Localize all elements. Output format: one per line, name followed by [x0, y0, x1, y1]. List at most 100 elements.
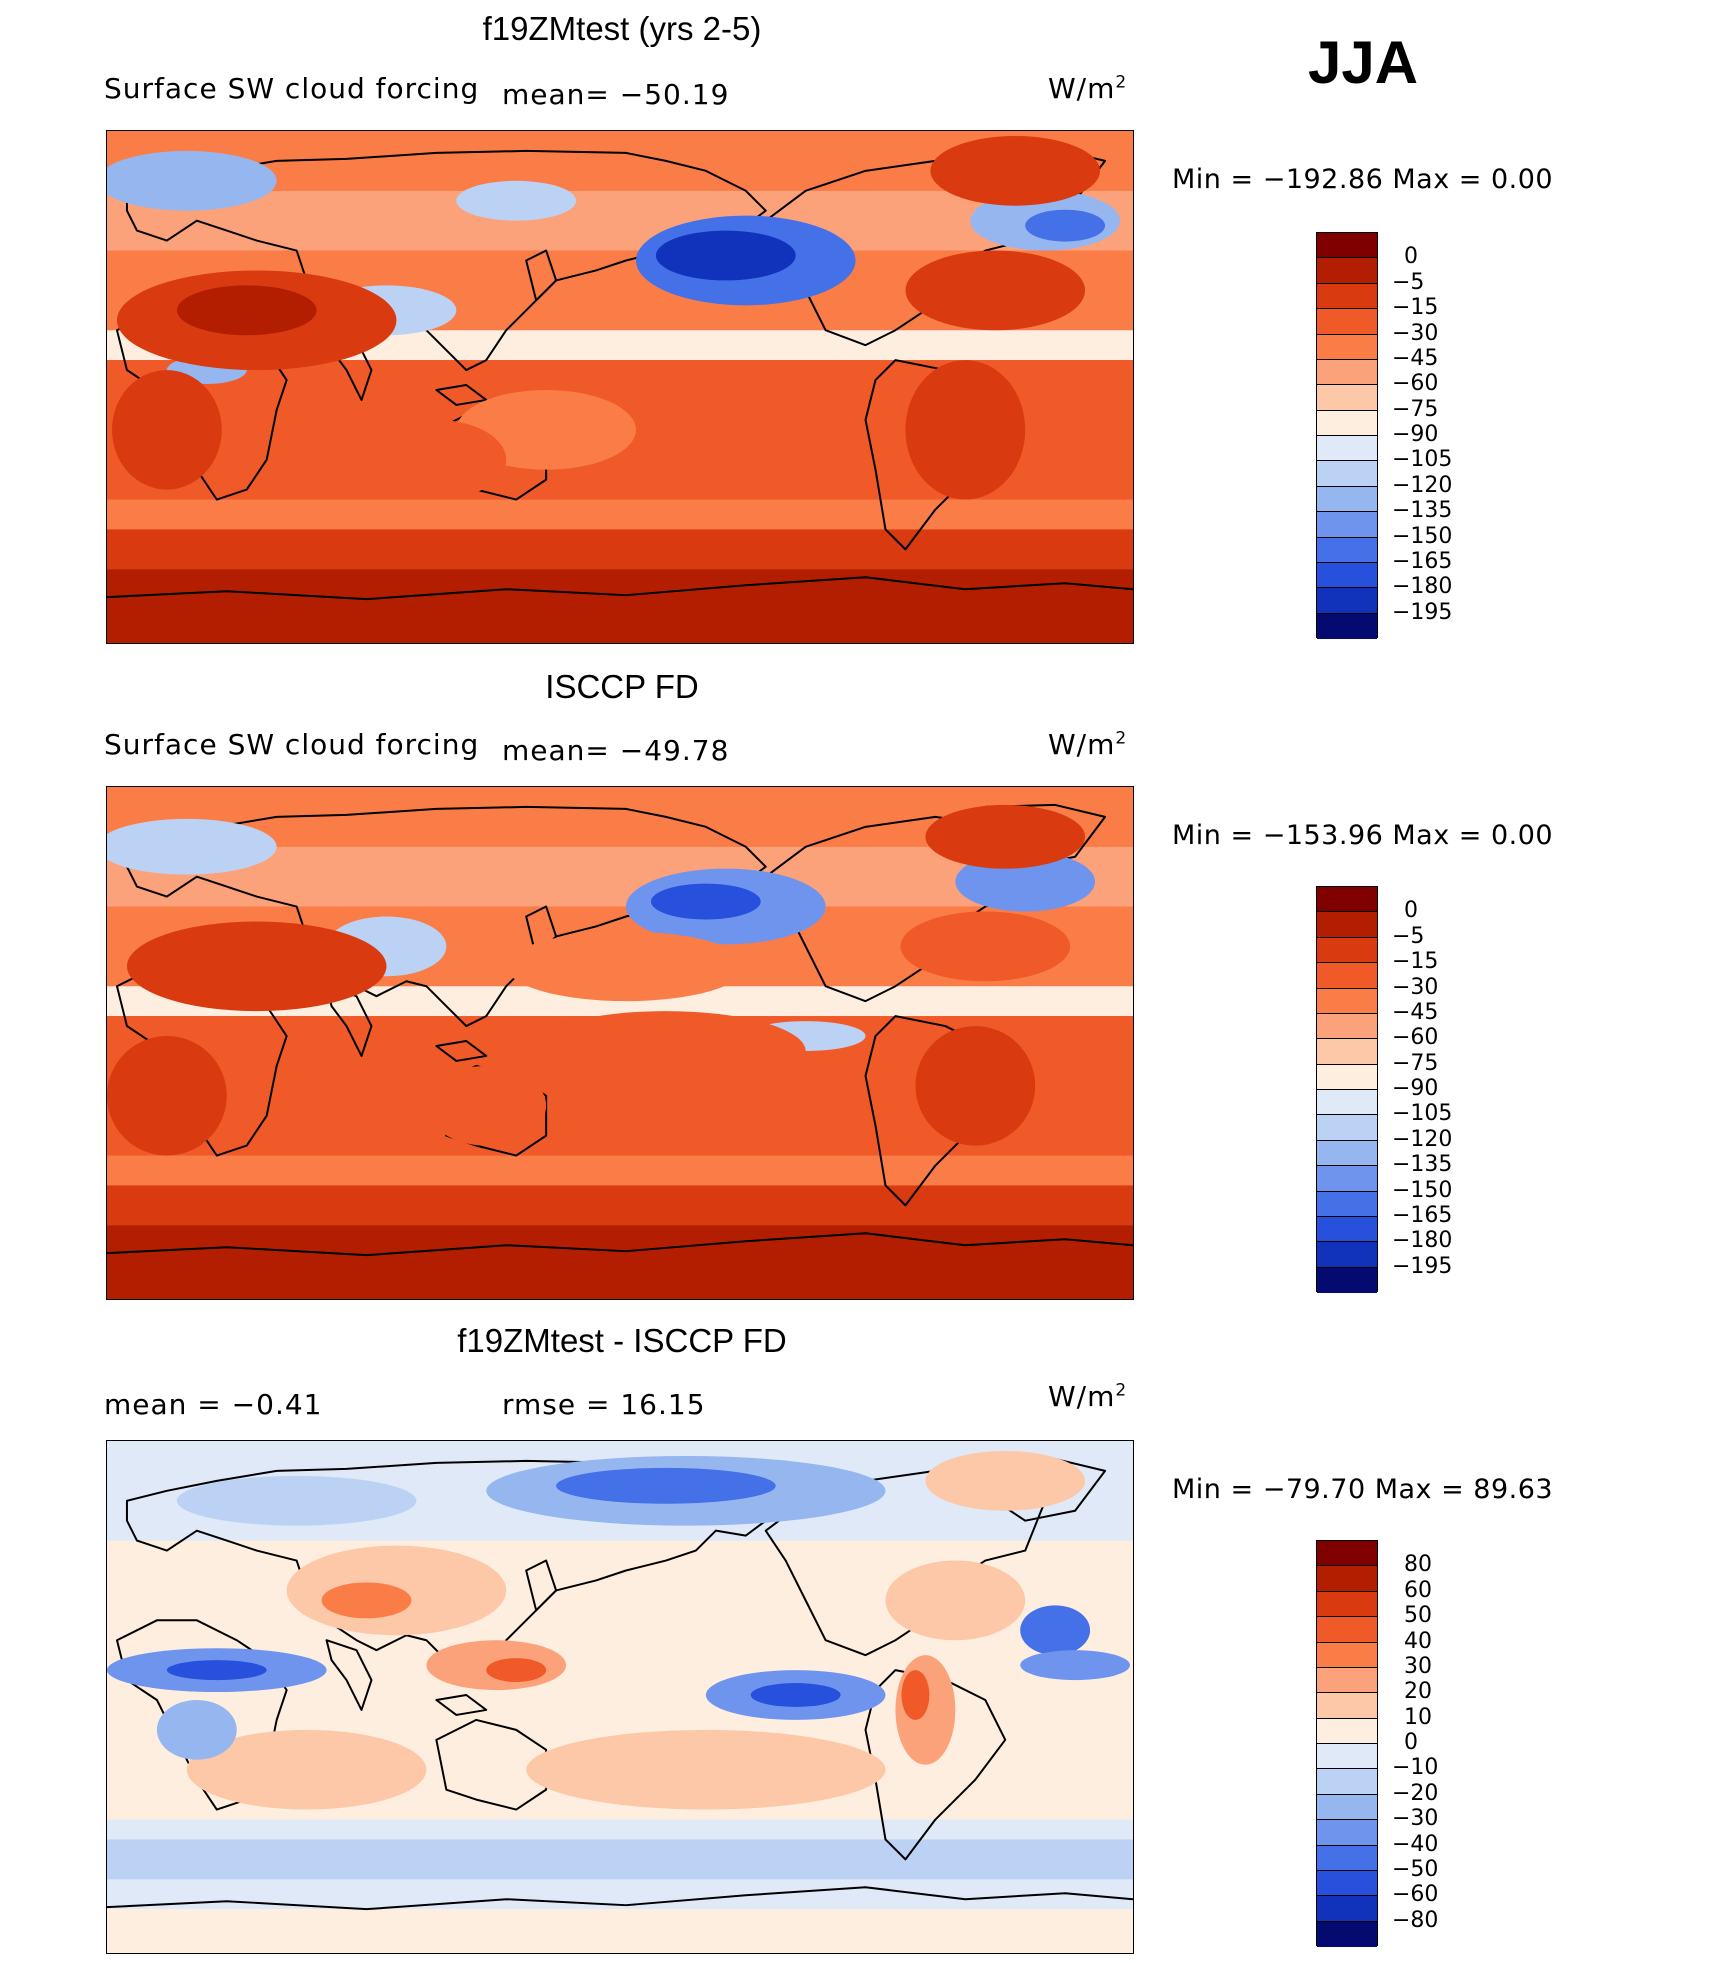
- panel3-minmax: Min = −79.70 Max = 89.63: [1172, 1474, 1554, 1505]
- colorbar-swatch: [1317, 887, 1377, 913]
- colorbar-swatch: [1317, 1216, 1377, 1243]
- colorbar-swatch: [1317, 537, 1377, 563]
- panel1-units: W/m2: [1048, 72, 1128, 105]
- colorbar-label: −15: [1392, 295, 1439, 321]
- colorbar-swatch: [1317, 486, 1377, 513]
- colorbar-label: −105: [1392, 1101, 1453, 1127]
- colorbar-label: −60: [1392, 1882, 1439, 1908]
- colorbar-label: −120: [1392, 472, 1453, 498]
- colorbar-label: −180: [1392, 574, 1453, 600]
- colorbar-swatch: [1317, 1064, 1377, 1090]
- colorbar-label: −75: [1392, 1050, 1439, 1076]
- colorbar-swatch: [1317, 512, 1377, 538]
- colorbar-label: −60: [1392, 1025, 1439, 1051]
- colorbar-swatch: [1317, 1140, 1377, 1167]
- colorbar-swatch: [1317, 1013, 1377, 1040]
- panel2-variable: Surface SW cloud forcing: [104, 728, 480, 761]
- colorbar-label: 0: [1404, 1730, 1418, 1755]
- colorbar-swatch: [1317, 1039, 1377, 1065]
- colorbar-label: −90: [1392, 422, 1439, 447]
- colorbar-swatch: [1317, 233, 1377, 259]
- colorbar-label: −75: [1392, 396, 1439, 422]
- colorbar-swatch: [1317, 1845, 1377, 1871]
- colorbar-label: −105: [1392, 447, 1453, 473]
- colorbar-label: 40: [1404, 1628, 1432, 1654]
- colorbar-label: 0: [1404, 244, 1418, 270]
- colorbar-label: −90: [1392, 1076, 1439, 1101]
- colorbar-swatch: [1317, 1591, 1377, 1618]
- panel3-title: f19ZMtest - ISCCP FD: [457, 1322, 787, 1359]
- colorbar-label: 20: [1404, 1679, 1432, 1705]
- colorbar-swatch: [1317, 562, 1377, 589]
- colorbar-label: −135: [1392, 1152, 1453, 1178]
- panel2-colorbar: [1316, 886, 1378, 1293]
- colorbar-swatch: [1317, 937, 1377, 964]
- colorbar-label: −30: [1392, 320, 1439, 346]
- panel3-rmse: rmse = 16.15: [502, 1388, 706, 1421]
- colorbar-swatch: [1317, 1693, 1377, 1719]
- colorbar-label: −195: [1392, 599, 1453, 625]
- colorbar-label: −60: [1392, 371, 1439, 397]
- panel2-title: ISCCP FD: [545, 668, 699, 705]
- colorbar-swatch: [1317, 1191, 1377, 1217]
- colorbar-swatch: [1317, 359, 1377, 386]
- colorbar-label: 50: [1404, 1603, 1432, 1629]
- colorbar-label: −10: [1392, 1755, 1439, 1781]
- colorbar-label: −135: [1392, 498, 1453, 524]
- colorbar-label: −30: [1392, 1806, 1439, 1832]
- colorbar-label: −45: [1392, 999, 1439, 1025]
- colorbar-swatch: [1317, 1921, 1377, 1947]
- colorbar-swatch: [1317, 1769, 1377, 1795]
- colorbar-swatch: [1317, 1896, 1377, 1922]
- colorbar-label: −150: [1392, 523, 1453, 549]
- panel2-map: [106, 786, 1134, 1300]
- colorbar-label: 0: [1404, 898, 1418, 924]
- colorbar-label: −5: [1392, 269, 1425, 295]
- colorbar-label: −15: [1392, 949, 1439, 975]
- colorbar-swatch: [1317, 1090, 1377, 1116]
- colorbar-swatch: [1317, 1667, 1377, 1694]
- colorbar-swatch: [1317, 1617, 1377, 1643]
- season-label: JJA: [1308, 29, 1419, 96]
- panel1-title: f19ZMtest (yrs 2-5): [482, 10, 762, 47]
- colorbar-label: −30: [1392, 974, 1439, 1000]
- colorbar-label: −195: [1392, 1253, 1453, 1279]
- colorbar-swatch: [1317, 1566, 1377, 1592]
- colorbar-swatch: [1317, 385, 1377, 411]
- colorbar-label: −150: [1392, 1177, 1453, 1203]
- colorbar-swatch: [1317, 1267, 1377, 1293]
- colorbar-swatch: [1317, 1870, 1377, 1897]
- colorbar-swatch: [1317, 309, 1377, 335]
- colorbar-swatch: [1317, 912, 1377, 938]
- colorbar-swatch: [1317, 963, 1377, 989]
- colorbar-swatch: [1317, 410, 1377, 436]
- colorbar-swatch: [1317, 283, 1377, 310]
- colorbar-swatch: [1317, 588, 1377, 614]
- panel2-mean: mean= −49.78: [502, 734, 730, 767]
- colorbar-swatch: [1317, 1744, 1377, 1770]
- colorbar-swatch: [1317, 258, 1377, 284]
- panel3-map: [106, 1440, 1134, 1954]
- panel1-variable: Surface SW cloud forcing: [104, 72, 480, 105]
- colorbar-label: −20: [1392, 1780, 1439, 1806]
- colorbar-label: −40: [1392, 1831, 1439, 1857]
- panel1-map: [106, 130, 1134, 644]
- colorbar-swatch: [1317, 1541, 1377, 1567]
- panel1-mean: mean= −50.19: [502, 78, 730, 111]
- panel3-units: W/m2: [1048, 1380, 1128, 1413]
- panel1-minmax: Min = −192.86 Max = 0.00: [1172, 164, 1554, 195]
- colorbar-swatch: [1317, 436, 1377, 462]
- colorbar-label: −45: [1392, 345, 1439, 371]
- colorbar-swatch: [1317, 613, 1377, 639]
- colorbar-swatch: [1317, 1820, 1377, 1846]
- colorbar-swatch: [1317, 461, 1377, 487]
- panel3-colorbar: [1316, 1540, 1378, 1947]
- colorbar-swatch: [1317, 1115, 1377, 1141]
- colorbar-label: −165: [1392, 1202, 1453, 1228]
- colorbar-label: 80: [1404, 1552, 1432, 1578]
- colorbar-label: 10: [1404, 1704, 1432, 1730]
- colorbar-swatch: [1317, 1718, 1377, 1744]
- colorbar-label: −165: [1392, 548, 1453, 574]
- colorbar-swatch: [1317, 1642, 1377, 1668]
- colorbar-label: 30: [1404, 1653, 1432, 1679]
